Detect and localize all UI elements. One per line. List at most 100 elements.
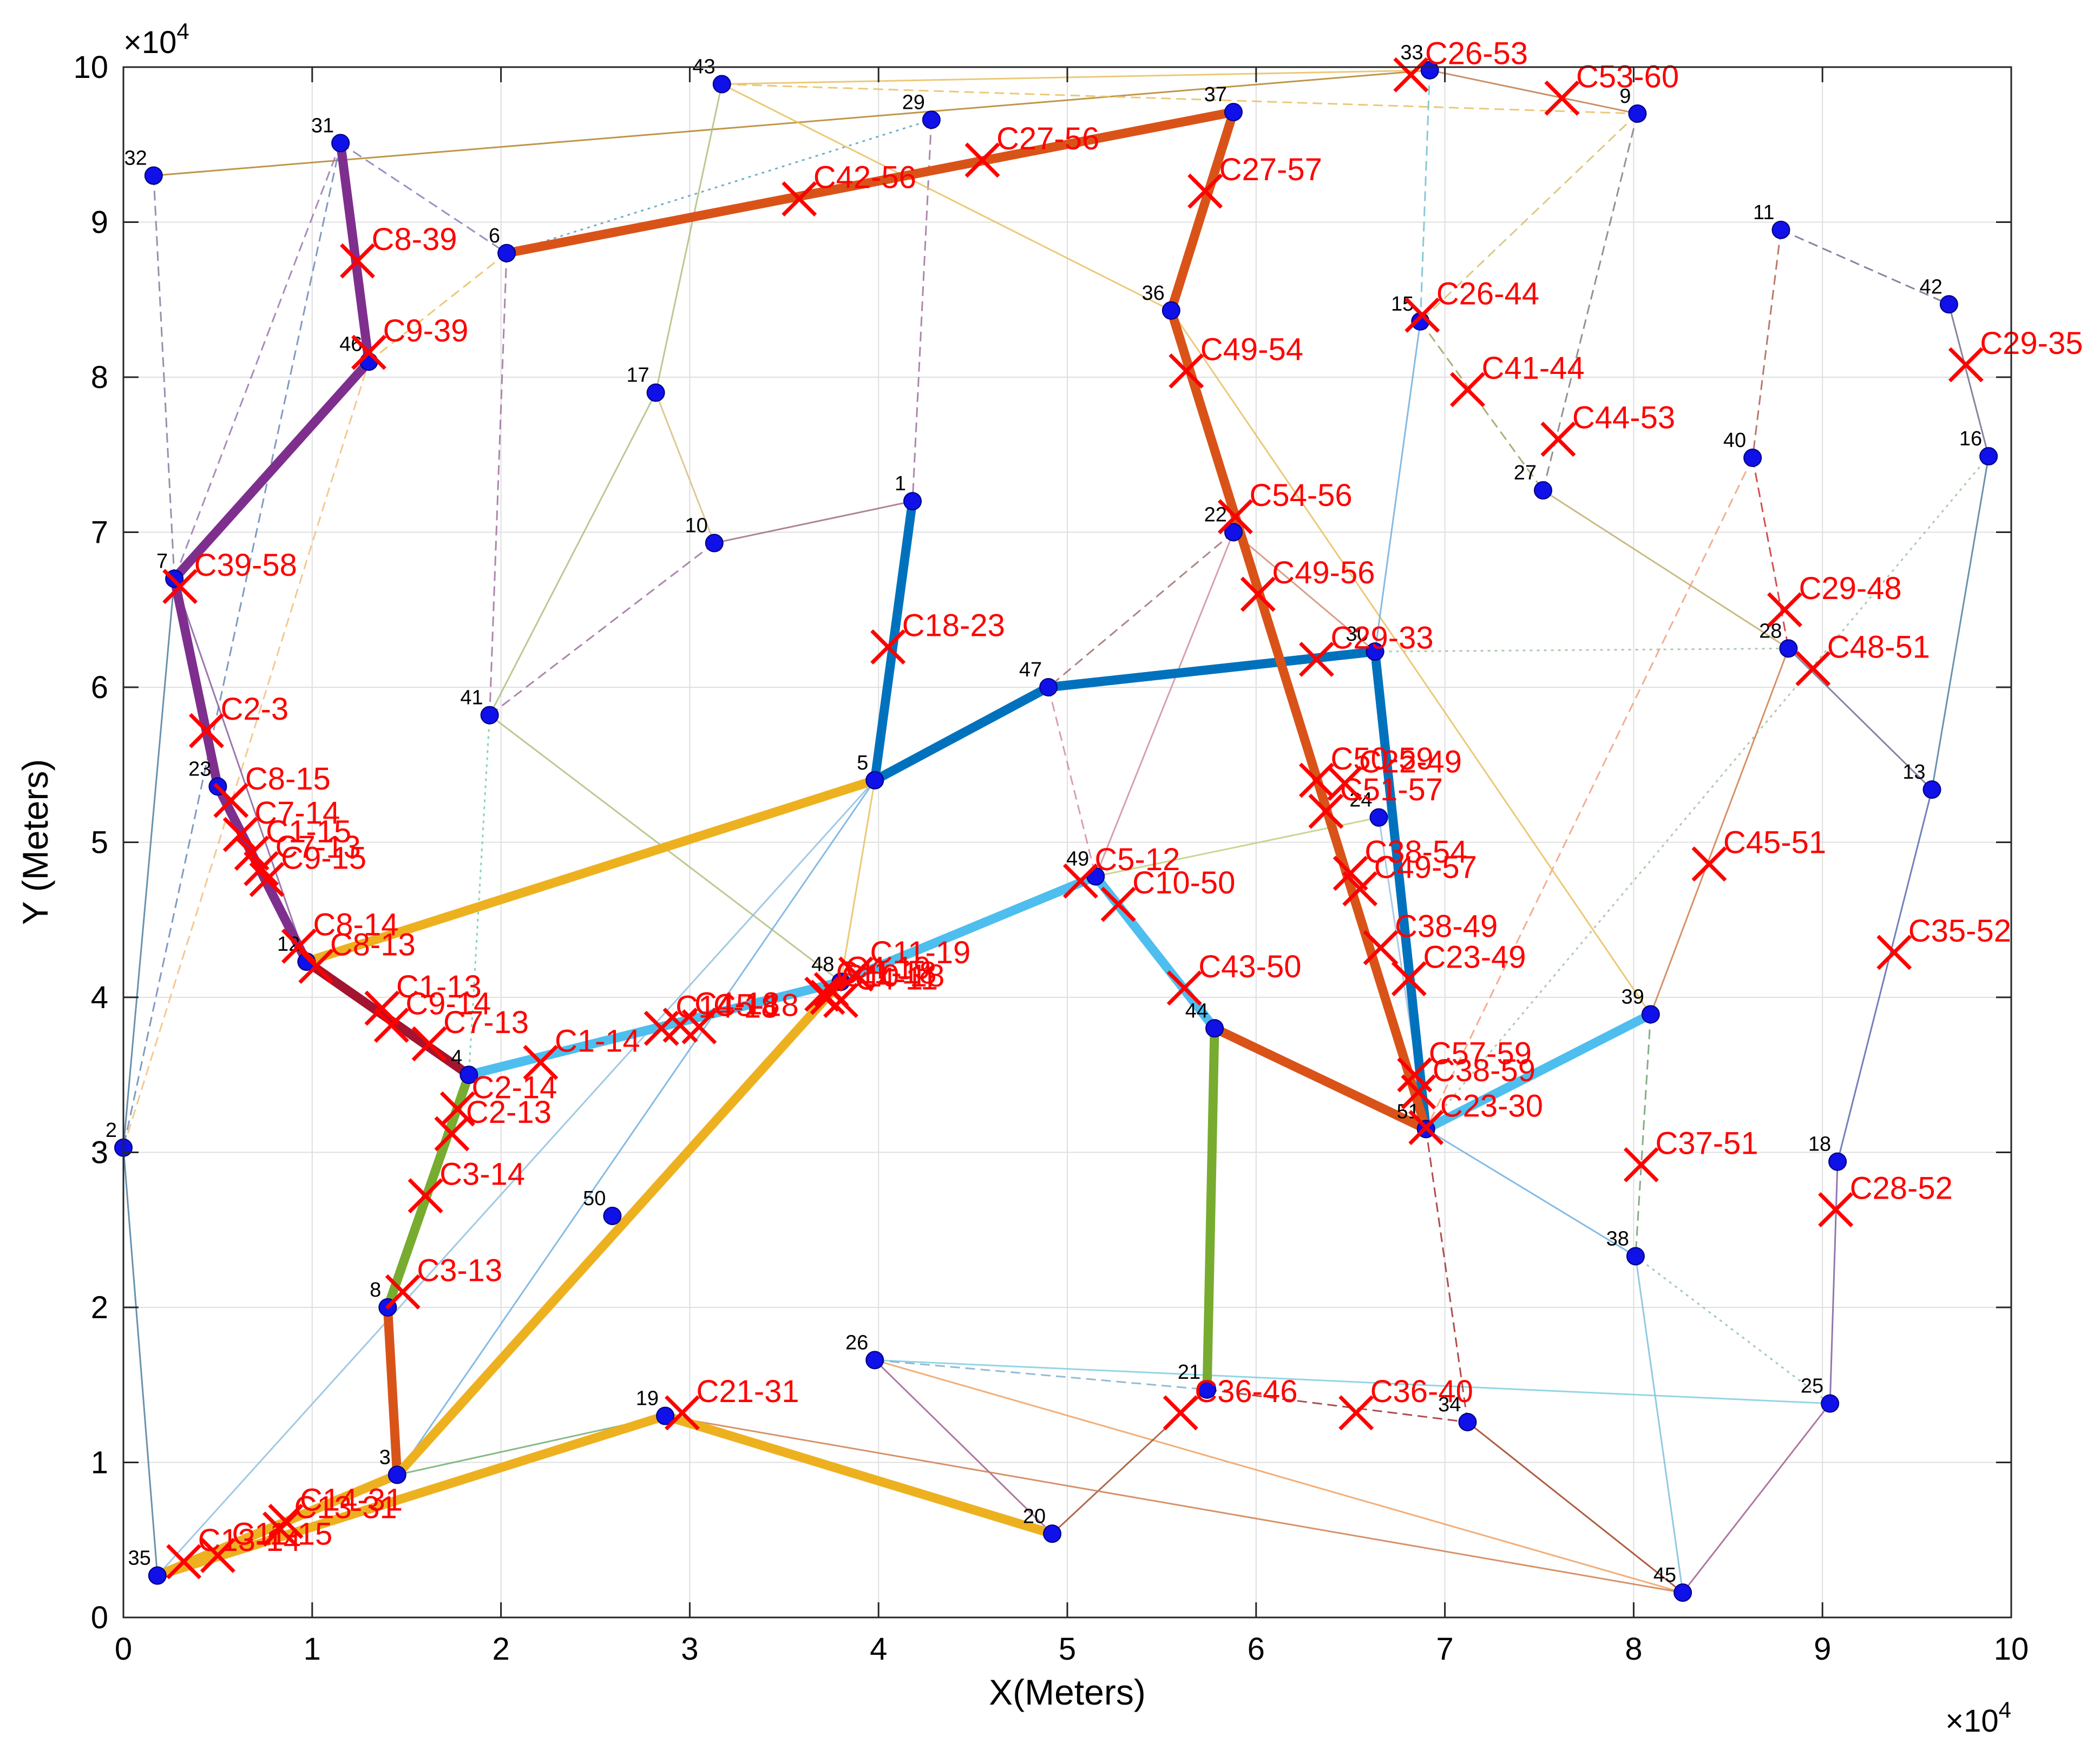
conflict-marker: C1-15 <box>234 814 351 871</box>
conflict-label: C13-14 <box>198 1523 301 1558</box>
conflict-marker: C26-44 <box>1405 276 1539 333</box>
cross-stroke <box>782 181 817 216</box>
thin-edge <box>1170 310 1652 1015</box>
cross-stroke <box>340 243 375 279</box>
cross-stroke <box>408 1178 443 1214</box>
thin-edge <box>1682 1403 1831 1594</box>
conflict-marker: C10-18 <box>810 958 944 1015</box>
cross-stroke <box>351 334 386 370</box>
conflict-marker: C29-33 <box>1298 620 1434 677</box>
cross-stroke <box>1393 57 1429 93</box>
thin-edge <box>839 780 876 982</box>
node-point <box>1922 780 1941 799</box>
cross-stroke <box>364 990 400 1026</box>
cross-stroke <box>1544 80 1580 116</box>
conflict-label: C8-39 <box>372 222 457 257</box>
conflict-label: C26-53 <box>1425 36 1528 71</box>
cross-stroke <box>1401 1074 1436 1110</box>
node-point <box>1198 1380 1217 1399</box>
node-point <box>1828 1152 1847 1171</box>
conflict-label: C13-31 <box>294 1490 397 1525</box>
thin-edge <box>714 500 913 544</box>
thin-edge <box>1047 687 1097 877</box>
node-point <box>1369 808 1388 827</box>
thin-edge <box>489 542 715 716</box>
x-axis-title: X(Meters) <box>989 1672 1146 1712</box>
conflict-label: C2-3 <box>220 692 288 727</box>
cross-stroke <box>1397 1057 1433 1093</box>
cross-stroke <box>1818 1192 1854 1227</box>
x-tick-label: 8 <box>1625 1632 1642 1667</box>
thin-edge <box>1948 304 1990 457</box>
node-point <box>1043 1524 1062 1543</box>
conflict-label: C48-51 <box>1827 630 1930 665</box>
conflict-label: C22-49 <box>1359 745 1462 780</box>
node-label: 16 <box>1959 427 1982 450</box>
conflict-label: C28-52 <box>1850 1171 1953 1206</box>
node-point <box>1366 642 1384 661</box>
conflict-label: C37-51 <box>1655 1126 1758 1161</box>
y-tick-label: 4 <box>91 980 108 1015</box>
node-point <box>1743 448 1762 467</box>
conflict-label: C7-13 <box>275 830 361 865</box>
x-tick-label: 3 <box>681 1632 698 1667</box>
node-label: 33 <box>1400 42 1423 64</box>
thin-edge <box>1780 229 1950 305</box>
thin-edge <box>1429 69 1638 115</box>
cross-stroke <box>664 1395 700 1431</box>
conflict-label: C53-60 <box>1576 59 1679 94</box>
node-point <box>865 771 884 790</box>
conflict-label: C3-14 <box>439 1157 525 1192</box>
x-tick-label: 4 <box>870 1632 887 1667</box>
cross-stroke <box>434 1116 470 1152</box>
conflict-label: C50-59 <box>1330 741 1433 777</box>
node-point <box>1674 1583 1692 1602</box>
conflict-marker: C11-18 <box>804 955 936 1012</box>
conflict-marker: C1-13 <box>364 969 482 1026</box>
conflict-marker: C41-44 <box>1449 351 1585 407</box>
cross-stroke <box>964 142 1000 178</box>
conflict-label: C8-13 <box>330 928 416 963</box>
cross-stroke <box>1408 1110 1444 1146</box>
cross-stroke <box>870 629 906 665</box>
cross-stroke <box>200 1537 235 1573</box>
conflict-label: C7-14 <box>254 795 340 831</box>
node-label: 8 <box>370 1279 381 1301</box>
thin-edge <box>874 1359 1683 1594</box>
conflict-label: C29-48 <box>1799 571 1901 606</box>
cross-stroke <box>1100 886 1136 922</box>
conflict-marker: C22-49 <box>1327 745 1462 801</box>
node-point <box>1641 1005 1660 1024</box>
conflict-label: C38-49 <box>1395 909 1498 944</box>
cross-stroke <box>166 1544 202 1580</box>
conflict-marker: C2-13 <box>434 1095 552 1152</box>
node-point <box>1771 220 1790 239</box>
conflict-label: C44-53 <box>1572 400 1675 436</box>
y-tick-label: 5 <box>91 825 108 860</box>
node-label: 40 <box>1723 429 1746 452</box>
conflict-marker: C2-3 <box>188 692 288 748</box>
node-label: 30 <box>1346 623 1368 646</box>
node-label: 23 <box>188 758 211 780</box>
thin-edge <box>1751 229 1782 458</box>
cross-stroke <box>810 979 845 1015</box>
thin-edge <box>875 1359 1830 1405</box>
node-point <box>148 1566 167 1585</box>
cross-stroke <box>411 1026 447 1062</box>
node-label: 34 <box>1438 1393 1461 1416</box>
thin-edge <box>665 1415 1683 1594</box>
cross-stroke <box>1298 641 1334 677</box>
node-point <box>1779 639 1798 658</box>
conflict-label: C9-39 <box>383 313 468 348</box>
node-point <box>480 706 499 725</box>
conflict-marker: C10-50 <box>1100 865 1235 922</box>
conflict-marker: C39-58 <box>162 548 297 604</box>
node-point <box>388 1465 406 1484</box>
conflict-marker: C44-53 <box>1540 400 1675 457</box>
thin-edge <box>1425 456 1990 1130</box>
node-label: 41 <box>460 687 483 709</box>
conflict-marker: C11-15 <box>200 1516 332 1573</box>
conflict-label: C27-56 <box>996 121 1099 156</box>
x-tick-label: 5 <box>1059 1632 1076 1667</box>
